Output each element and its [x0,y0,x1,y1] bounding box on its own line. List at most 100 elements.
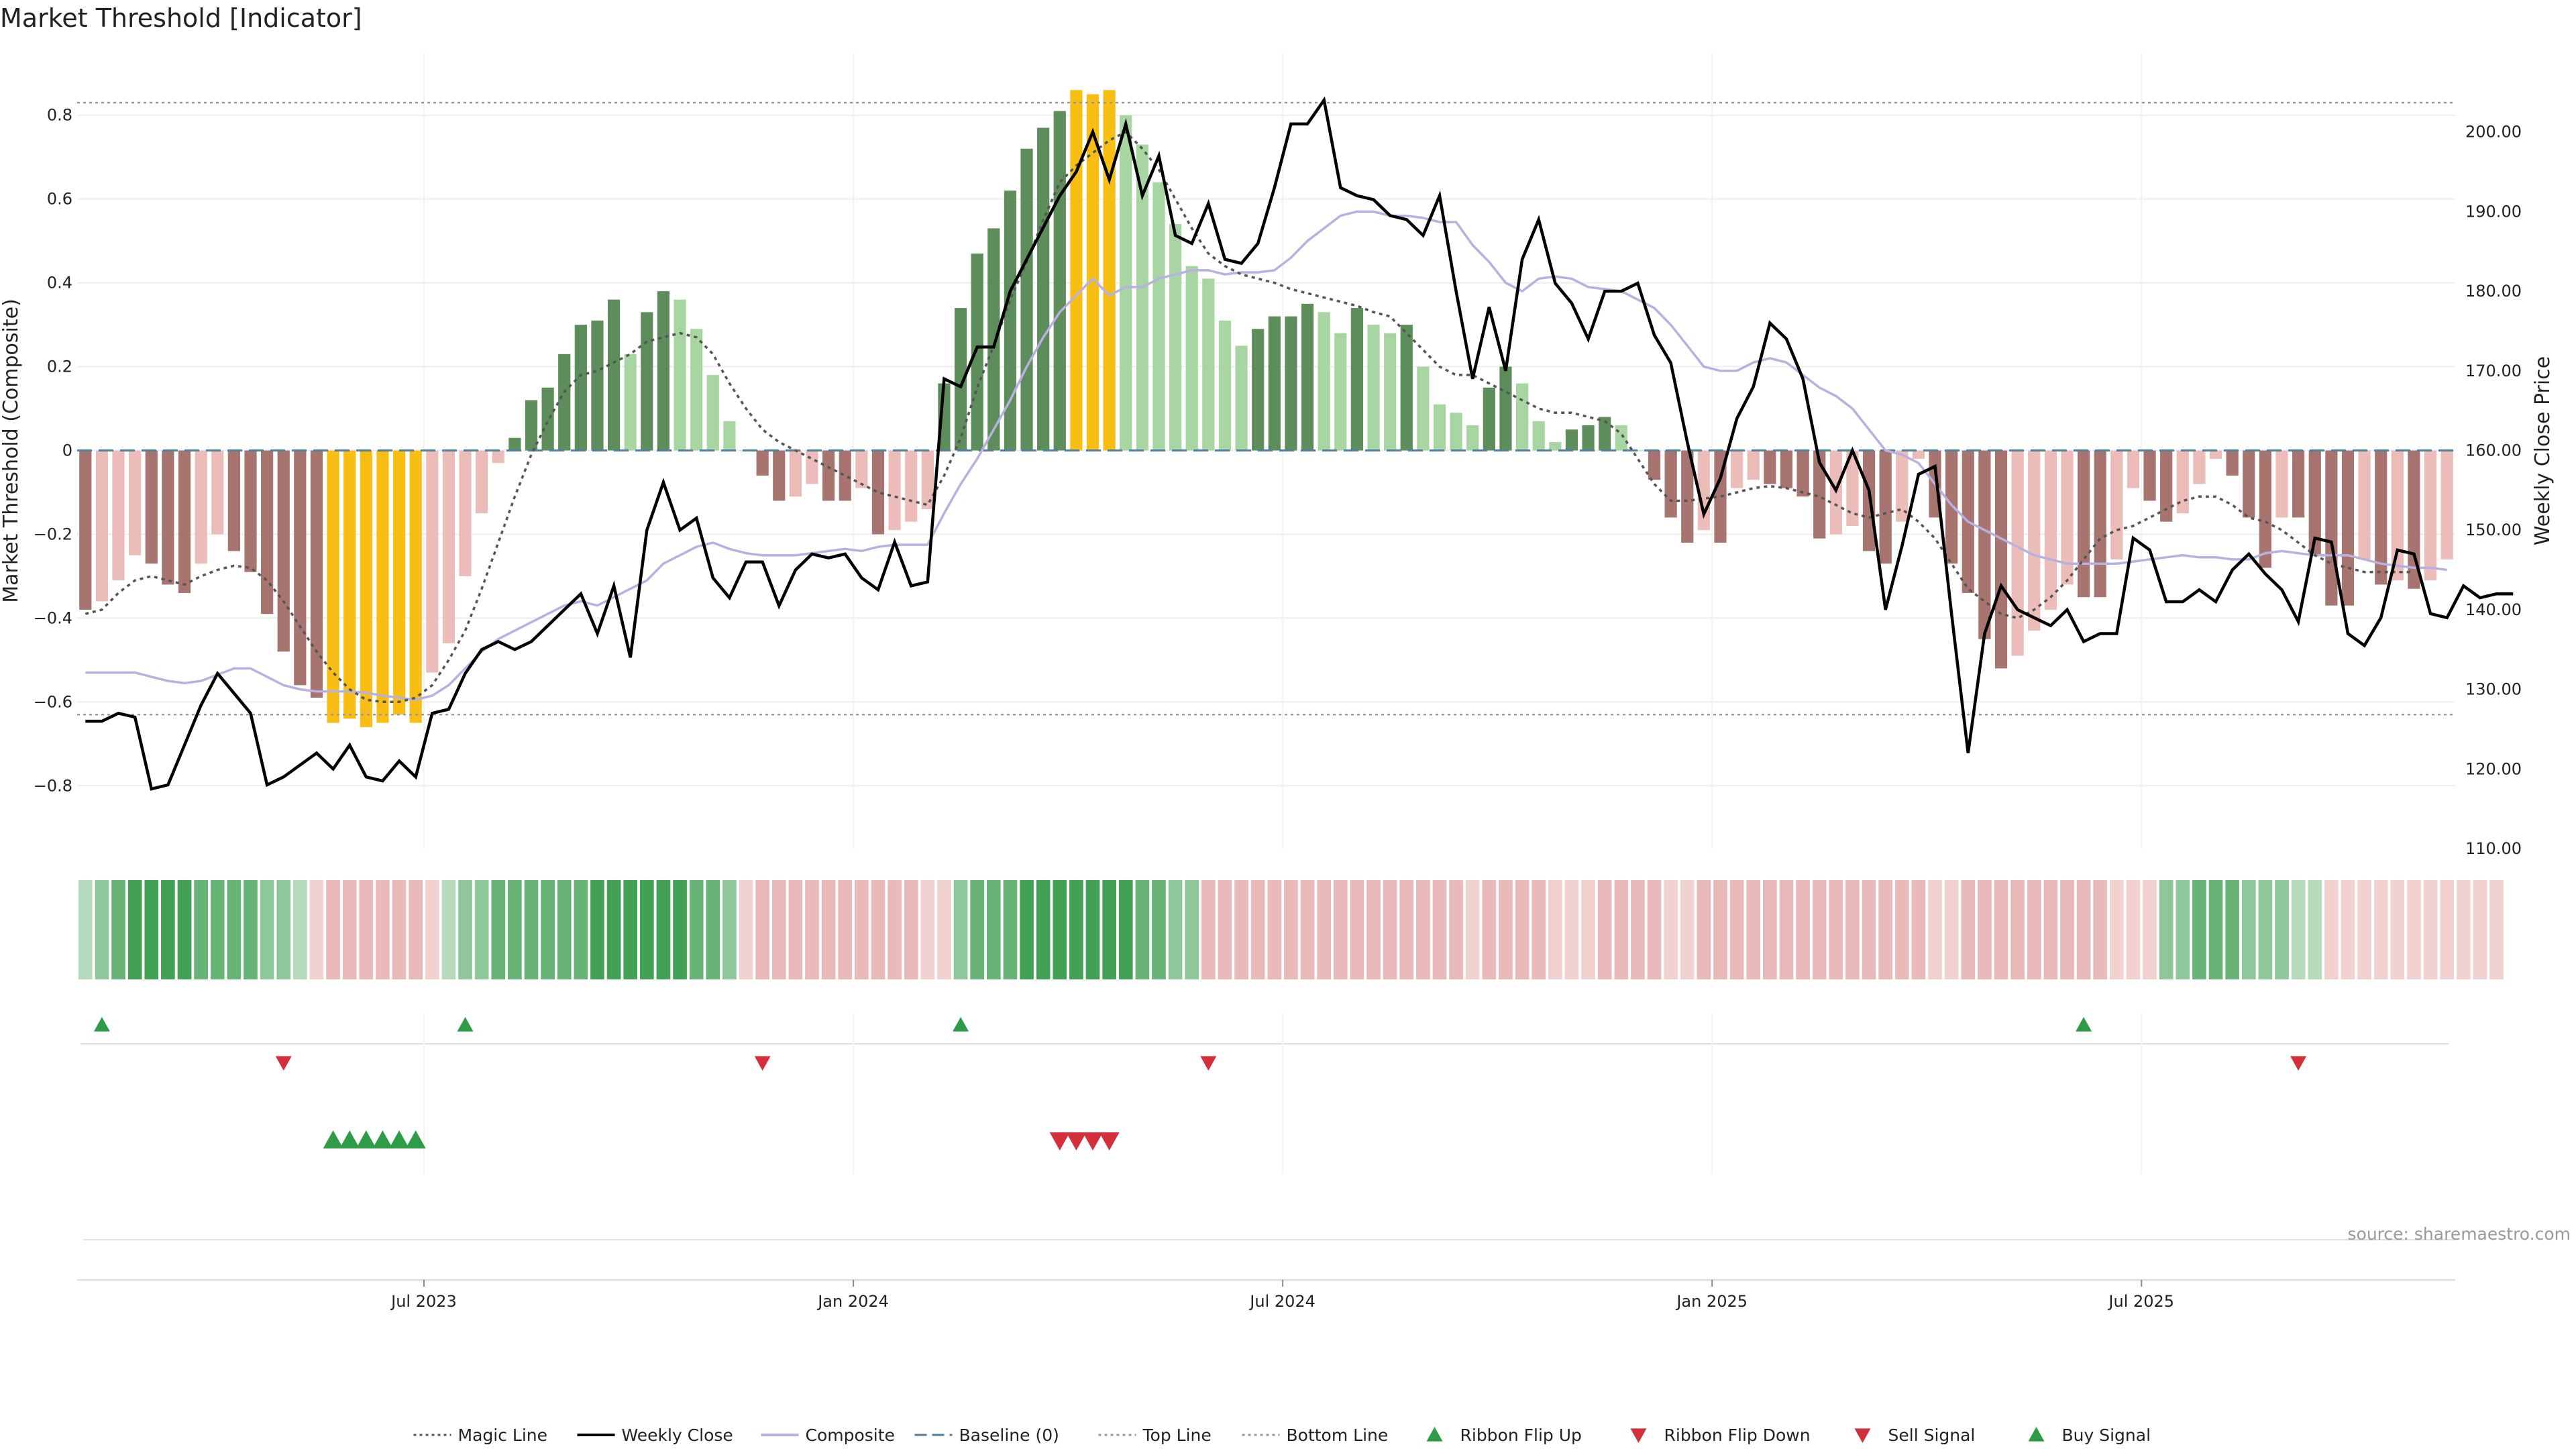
y-tick-label-right: 160.00 [2465,441,2522,460]
composite-bar [1499,366,1512,451]
composite-bar [1004,191,1017,451]
ribbon-cell [425,880,439,979]
ribbon-flip-up-marker [457,1017,474,1032]
legend-label: Ribbon Flip Up [1460,1426,1582,1445]
weekly-close-line [85,96,2514,791]
composite-bar [2440,450,2453,559]
ribbon-cell [1118,880,1133,979]
ribbon-cell [1135,880,1150,979]
ribbon-cell [1597,880,1612,979]
ribbon-cell [524,880,539,979]
composite-bar [1185,266,1198,451]
composite-bar [773,450,786,501]
ribbon-cell [2027,880,2041,979]
y-tick-label-right: 170.00 [2465,362,2522,380]
composite-bar [1400,325,1413,451]
ribbon-cell [1729,880,1744,979]
composite-bar [723,421,736,451]
composite-bar [888,450,901,531]
ribbon-cell [474,880,489,979]
buy-sell-signals [84,1130,2455,1240]
composite-bar [1037,127,1050,451]
y-tick-label-left: −0.2 [34,525,72,543]
ribbon-cell [111,880,125,979]
ribbon-cell [177,880,192,979]
ribbon-cell [1697,880,1711,979]
legend-item: Ribbon Flip Down [1630,1426,1811,1445]
ribbon-cell [409,880,423,979]
ribbon-cell [210,880,225,979]
ribbon-cell [1499,880,1513,979]
ribbon-cell [1069,880,1083,979]
ribbon-flip-down-marker [1200,1056,1217,1071]
ribbon-cell [970,880,985,979]
composite-bar [1218,320,1232,451]
ribbon-cell [1152,880,1166,979]
composite-bar [1318,312,1330,451]
ribbon-cell [1284,880,1298,979]
composite-bar [789,450,802,497]
ribbon-flip-down-marker [275,1056,292,1071]
ribbon-cell [1614,880,1629,979]
ribbon-cell [2043,880,2058,979]
legend-item: Buy Signal [2028,1426,2151,1445]
ribbon-cell [805,880,819,979]
composite-bar [1896,450,1909,522]
y-tick-label-left: −0.6 [34,692,72,711]
y-tick-label-left: 0 [62,441,72,460]
legend-label: Sell Signal [1888,1426,1976,1445]
chart-title: Market Threshold [Indicator] [0,3,362,33]
ribbon-cell [1796,880,1810,979]
legend-swatch [1426,1427,1443,1442]
composite-bar [624,354,637,451]
composite-bar [1152,182,1165,451]
composite-bar [1350,308,1364,451]
composite-bar [1301,303,1314,451]
ribbon-cell [937,880,951,979]
composite-bar [756,450,769,476]
sell-signal-marker [1066,1132,1087,1150]
composite-bar [1648,450,1661,480]
ribbon-cell [1829,880,1843,979]
ribbon-cell [1350,880,1364,979]
ribbon-cell [2291,880,2306,979]
composite-bar [1417,366,1430,451]
ribbon-cell [1036,880,1051,979]
composite-bar [2176,450,2189,514]
composite-bar [2243,450,2255,518]
composite-bar [294,450,307,686]
legend-label: Bottom Line [1287,1426,1389,1445]
sell-signal-marker [1083,1132,1104,1150]
composite-bar [1367,325,1380,451]
ribbon-cell [986,880,1001,979]
composite-bar [541,387,554,451]
composite-bar [690,329,703,451]
ribbon-cell [342,880,357,979]
composite-bar [1994,450,2008,669]
ribbon-cell [1053,880,1067,979]
composite-bar [2094,450,2106,598]
composite-bar [492,450,504,464]
ribbon-cell [1961,880,1976,979]
composite-bar [2226,450,2239,476]
ribbon-cell [639,880,654,979]
composite-bar [2127,450,2140,488]
y-tick-label-left: 0.2 [47,358,72,376]
legend-swatch [1854,1428,1871,1443]
ribbon-flip-up-marker [2076,1017,2092,1032]
composite-bar [459,450,472,576]
composite-bar [1483,387,1495,451]
legend-swatch [1630,1428,1647,1443]
ribbon-flip-down-marker [754,1056,771,1071]
composite-bar [2011,450,2024,656]
composite-bar [855,450,868,488]
y-tick-label-right: 120.00 [2465,759,2522,778]
ribbon-cell [1515,880,1529,979]
composite-bar [1020,148,1033,451]
ribbon-cell [855,880,869,979]
x-tick-label: Jan 2024 [816,1292,889,1311]
legend-label: Baseline (0) [959,1426,1059,1445]
composite-bar [1433,404,1446,451]
composite-bar [2160,450,2173,522]
